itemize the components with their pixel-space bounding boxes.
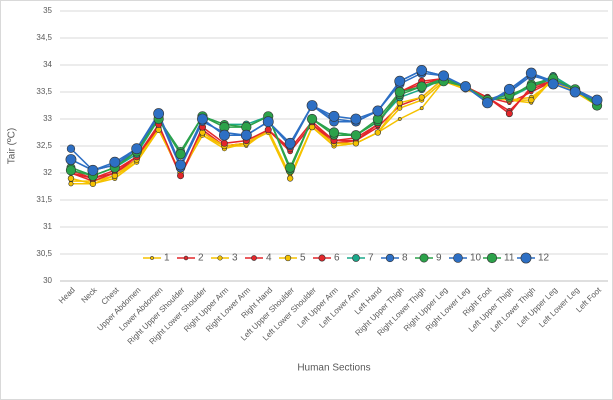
legend-marker bbox=[150, 256, 154, 260]
data-point bbox=[328, 110, 340, 122]
legend-label: 1 bbox=[164, 253, 170, 264]
data-point bbox=[197, 113, 208, 125]
data-point bbox=[65, 165, 77, 176]
data-point bbox=[109, 156, 121, 168]
legend-label: 2 bbox=[198, 253, 204, 264]
data-point bbox=[220, 139, 228, 147]
y-tick-label: 31 bbox=[43, 222, 52, 231]
data-point bbox=[374, 129, 382, 136]
data-point bbox=[66, 144, 76, 153]
legend-marker bbox=[486, 252, 498, 264]
data-point bbox=[177, 172, 185, 180]
legend-marker bbox=[251, 255, 257, 261]
data-point bbox=[505, 110, 513, 118]
y-tick-label: 34 bbox=[43, 60, 52, 69]
data-point bbox=[306, 113, 318, 125]
data-point bbox=[218, 129, 230, 141]
data-point bbox=[285, 162, 296, 173]
legend-label: 5 bbox=[300, 253, 306, 264]
data-point bbox=[503, 83, 515, 95]
legend-marker bbox=[453, 253, 463, 263]
legend-label: 11 bbox=[504, 253, 515, 264]
data-point bbox=[460, 81, 471, 93]
legend-label: 6 bbox=[334, 253, 340, 264]
x-axis-title: Human Sections bbox=[297, 363, 370, 374]
data-point bbox=[397, 105, 403, 111]
y-tick-label: 33,5 bbox=[36, 87, 52, 96]
data-point bbox=[526, 81, 537, 92]
data-point bbox=[264, 126, 272, 134]
data-point bbox=[262, 116, 274, 128]
y-tick-label: 35 bbox=[43, 6, 52, 15]
data-point bbox=[175, 159, 186, 171]
y-axis-title: Tair (ºC) bbox=[7, 128, 18, 164]
y-tick-label: 32 bbox=[43, 168, 52, 177]
data-point bbox=[416, 81, 427, 92]
legend-label: 3 bbox=[232, 253, 238, 264]
y-tick-label: 31,5 bbox=[36, 195, 52, 204]
y-tick-label: 34,5 bbox=[36, 33, 52, 42]
y-tick-label: 30,5 bbox=[36, 249, 52, 258]
legend-marker bbox=[520, 252, 532, 264]
legend-label: 7 bbox=[368, 253, 374, 264]
data-point bbox=[394, 86, 405, 98]
data-point bbox=[394, 75, 406, 87]
data-point bbox=[240, 129, 252, 141]
legend-label: 9 bbox=[436, 253, 442, 264]
y-tick-label: 32,5 bbox=[36, 141, 52, 150]
data-point bbox=[438, 70, 450, 82]
y-tick-label: 33 bbox=[43, 114, 52, 123]
data-point bbox=[350, 113, 362, 125]
legend-label: 12 bbox=[538, 253, 550, 264]
data-point bbox=[284, 137, 296, 149]
data-point bbox=[591, 94, 603, 106]
data-point bbox=[547, 78, 559, 90]
data-point bbox=[286, 175, 294, 182]
legend-marker bbox=[419, 253, 429, 263]
data-point bbox=[350, 130, 362, 141]
data-point bbox=[65, 154, 77, 165]
data-point bbox=[68, 181, 74, 187]
data-point bbox=[175, 149, 186, 160]
data-point bbox=[482, 97, 493, 109]
legend-label: 8 bbox=[402, 253, 408, 264]
legend-marker bbox=[217, 255, 223, 261]
data-point bbox=[328, 127, 340, 138]
y-tick-label: 30 bbox=[43, 276, 52, 285]
legend-label: 4 bbox=[266, 253, 272, 264]
data-point bbox=[419, 106, 424, 111]
legend-marker bbox=[318, 254, 326, 262]
legend-marker bbox=[352, 254, 360, 262]
data-point bbox=[153, 108, 165, 120]
data-point bbox=[131, 143, 143, 155]
data-point bbox=[67, 175, 75, 182]
data-point bbox=[528, 96, 535, 104]
data-point bbox=[306, 100, 318, 111]
legend-marker bbox=[284, 254, 292, 262]
data-point bbox=[569, 86, 581, 98]
data-point bbox=[416, 64, 428, 76]
data-point bbox=[397, 117, 402, 121]
data-point bbox=[525, 67, 537, 79]
data-point bbox=[372, 105, 384, 117]
legend-marker bbox=[385, 253, 395, 263]
legend-label: 10 bbox=[470, 253, 482, 264]
legend-marker bbox=[183, 255, 189, 261]
data-point bbox=[418, 94, 425, 101]
data-point bbox=[87, 164, 99, 176]
